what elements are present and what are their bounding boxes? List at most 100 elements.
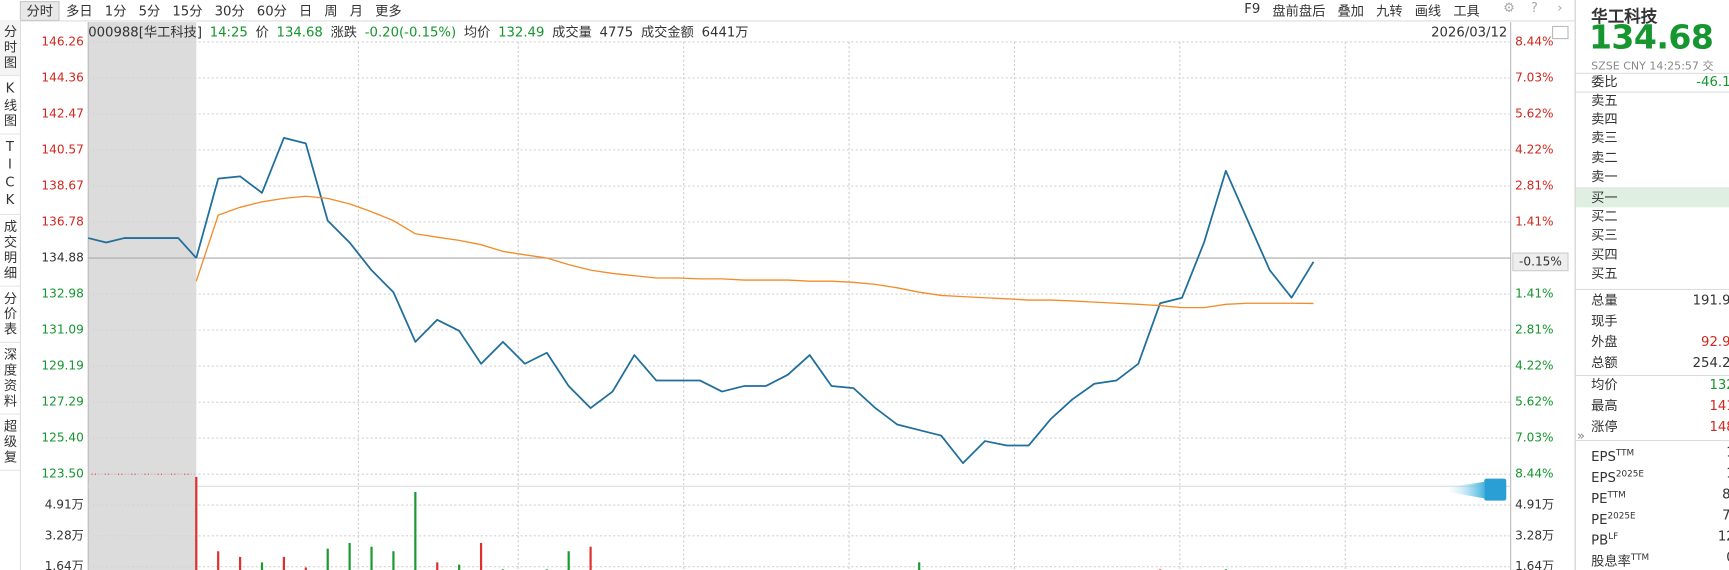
price-label: 价 xyxy=(255,24,269,40)
quote-row: 涨停 148. xyxy=(1591,418,1729,437)
y-tick-label: 125.40 xyxy=(41,431,83,445)
view-tab[interactable]: TICK xyxy=(0,135,20,216)
y2-tick-label: 5.62% xyxy=(1515,107,1553,121)
y-tick-label: 136.78 xyxy=(41,214,83,228)
row-label: 总量 xyxy=(1591,292,1618,308)
fundamental-sup: 2025E xyxy=(1607,510,1636,521)
volume-bar xyxy=(479,542,483,570)
view-tab[interactable]: 分价表 xyxy=(0,287,20,343)
tool-button[interactable]: 叠加 xyxy=(1337,3,1364,19)
view-tab[interactable]: 超级复 xyxy=(0,415,20,471)
volume-bar xyxy=(392,551,395,570)
row-label: EPS2025E xyxy=(1591,468,1644,486)
row-value: 148. xyxy=(1709,419,1729,435)
volume-bar xyxy=(348,542,351,570)
row-label: 买四 xyxy=(1591,246,1618,262)
y2-tick-label: 4.22% xyxy=(1515,359,1553,373)
fundamental-row: PBLF 12. xyxy=(1591,527,1729,549)
y2-tick-label: 7.03% xyxy=(1515,431,1553,445)
row-label: 买二 xyxy=(1591,208,1618,225)
y-tick-label: 144.36 xyxy=(41,70,83,84)
quote-row: 买一 xyxy=(1575,188,1729,208)
quote-row: 总额 254.29 xyxy=(1591,354,1729,373)
y-tick-label: 146.26 xyxy=(41,34,83,48)
tool-buttons: F9 盘前盘后 叠加 九转 画线 工具 xyxy=(1232,1,1480,20)
fundamental-sup: TTM xyxy=(1615,447,1635,458)
separator xyxy=(1575,288,1729,291)
volume-bar xyxy=(458,564,461,570)
view-tab[interactable]: K线图 xyxy=(0,76,20,135)
quote-row: 买二 xyxy=(1591,208,1729,227)
currency: CNY xyxy=(1623,60,1646,73)
view-tab[interactable]: 深度资料 xyxy=(0,343,20,415)
row-label: 卖一 xyxy=(1591,168,1618,184)
row-value: 132. xyxy=(1709,377,1729,393)
quote-row: 最高 141. xyxy=(1591,397,1729,416)
collapse-icon[interactable]: › xyxy=(1557,0,1563,16)
row-label: 买三 xyxy=(1591,227,1618,244)
row-label: PETTM xyxy=(1591,490,1626,507)
quote-row: 均价 132. xyxy=(1591,376,1729,395)
period-tab[interactable]: 周 xyxy=(324,2,338,19)
period-tab[interactable]: 5分 xyxy=(138,2,161,19)
separator xyxy=(1575,187,1729,189)
tool-button[interactable]: 画线 xyxy=(1414,3,1442,19)
volume-label: 成交量 xyxy=(552,24,592,40)
row-value: 0. xyxy=(1726,548,1729,567)
volume-bar xyxy=(370,546,373,570)
row-label: 外盘 xyxy=(1591,334,1618,350)
volume-bar xyxy=(567,551,570,570)
quote-row: 卖二 xyxy=(1591,148,1729,167)
separator xyxy=(1575,439,1729,442)
view-tab[interactable]: 分时图 xyxy=(0,19,20,77)
tool-button[interactable]: 工具 xyxy=(1453,3,1480,19)
row-label: PE2025E xyxy=(1591,510,1636,528)
separator xyxy=(1575,374,1729,377)
volume-button[interactable] xyxy=(1446,478,1507,501)
volume-bar xyxy=(260,562,264,570)
y-tick-label: 138.67 xyxy=(41,179,83,193)
period-tab[interactable]: 1分 xyxy=(104,2,127,19)
period-tab[interactable]: 15分 xyxy=(172,2,203,19)
y-tick-label: 142.47 xyxy=(41,106,83,120)
settings-icon[interactable]: ⚙ xyxy=(1503,0,1515,16)
row-label: 卖四 xyxy=(1591,111,1618,128)
quote-row: 买三 xyxy=(1591,226,1729,245)
price-line xyxy=(195,136,1315,465)
quote-row: 卖五 xyxy=(1591,92,1729,111)
period-tab[interactable]: 更多 xyxy=(375,2,402,19)
quote-row: 卖三 xyxy=(1591,129,1729,148)
help-icon[interactable]: ? xyxy=(1530,0,1538,16)
tool-button[interactable]: 盘前盘后 xyxy=(1272,3,1326,19)
time-grid xyxy=(357,41,1346,570)
row-label: 涨停 xyxy=(1591,419,1618,435)
row-label: 委比 xyxy=(1591,73,1618,90)
row-value: 12. xyxy=(1717,528,1729,544)
tool-button[interactable]: F9 xyxy=(1244,1,1261,17)
y2-tick-label: 4.22% xyxy=(1515,142,1553,156)
fundamental-sup: TTM xyxy=(1630,552,1650,563)
quote-row: 总量 191.94 xyxy=(1591,291,1729,310)
row-label: PBLF xyxy=(1591,531,1619,549)
period-tab[interactable]: 60分 xyxy=(256,2,287,19)
period-tab[interactable]: 30分 xyxy=(214,2,245,19)
fundamental-label: PB xyxy=(1591,532,1609,549)
date: 2026/03/12 xyxy=(1431,23,1508,40)
fundamental-sup: LF xyxy=(1608,531,1619,542)
period-tab[interactable]: 分时 xyxy=(19,0,60,21)
period-tab[interactable]: 月 xyxy=(349,2,364,19)
tool-button[interactable]: 九转 xyxy=(1376,3,1403,19)
y2-tick-label: 8.44% xyxy=(1515,34,1553,48)
period-tabs: 分时 多日 1分 5分 15分 30分 60分日周月更多 xyxy=(19,0,408,21)
volume-tick-label: 1.64万 xyxy=(45,559,84,570)
period-tab[interactable]: 多日 xyxy=(66,2,93,19)
panel-expander[interactable]: » xyxy=(1576,427,1585,444)
row-label: 均价 xyxy=(1591,377,1618,393)
fundamental-sup: 2025E xyxy=(1615,468,1644,479)
period-tab[interactable]: 日 xyxy=(298,2,313,19)
row-value: 191.94 xyxy=(1692,292,1729,308)
toolbar: 分时 多日 1分 5分 15分 30分 60分日周月更多 F9 盘前盘后 叠加 九转 画线 工具 ⚙?… xyxy=(19,0,1575,21)
view-tab[interactable]: 成交明细 xyxy=(0,215,20,287)
volume-bar xyxy=(918,562,921,570)
separator xyxy=(1575,72,1729,74)
